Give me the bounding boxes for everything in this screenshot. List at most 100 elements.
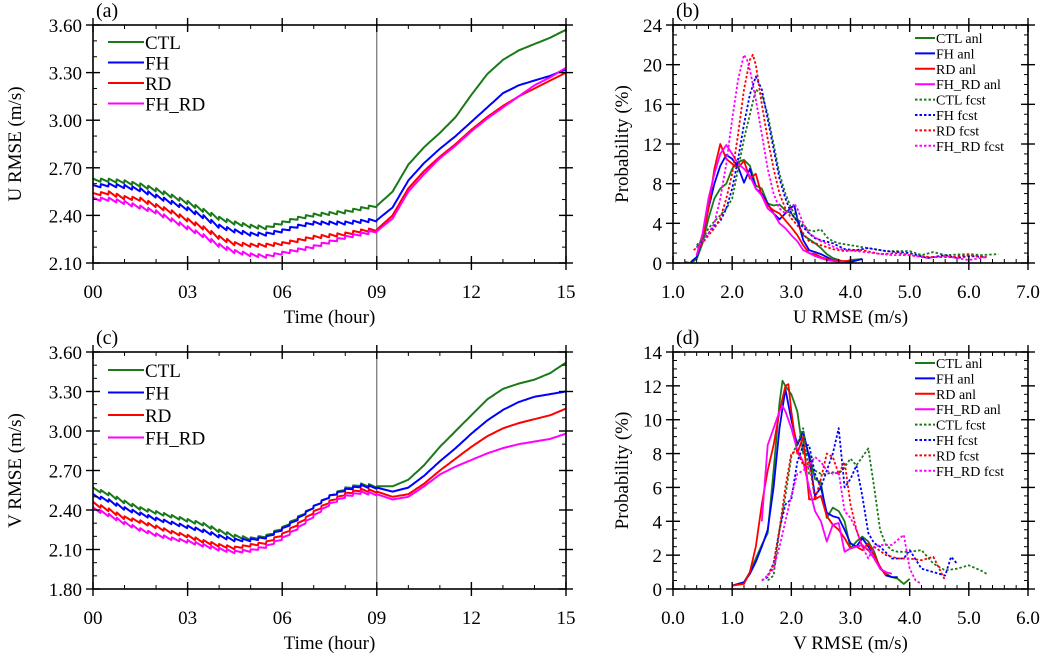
series-group [731, 379, 988, 587]
legend-label: RD [145, 406, 171, 427]
series-line-fh-rd-anl [695, 144, 845, 263]
legend-label: FH_RD anl [936, 403, 1001, 418]
series-line-ctl [93, 361, 566, 541]
x-tick-label: 12 [462, 608, 481, 629]
y-tick-label: 4 [653, 512, 663, 533]
x-tick-label: 6.0 [1016, 608, 1040, 629]
legend-label: FH [145, 383, 170, 404]
y-tick-label: 0 [653, 254, 663, 275]
series-line-rd-anl [695, 143, 851, 262]
x-tick-label: 5.0 [898, 282, 922, 303]
x-tick-label: 7.0 [1016, 282, 1040, 303]
y-tick-label: 8 [653, 175, 663, 196]
panel-d-v-rmse-probability: 0.0 1.0 2.0 3.0 4.0 5.0 6.0 0 2 4 6 8 10 12 14 V RMSE (… [612, 327, 1040, 654]
legend-label: FH_RD anl [936, 78, 1001, 93]
series-line-ctl-anl [684, 158, 863, 263]
series-group [93, 28, 566, 259]
legend-label: CTL anl [936, 357, 983, 372]
series-line-fh [93, 390, 566, 543]
x-tick-label: 15 [557, 282, 576, 303]
x-axis-label: Time (hour) [284, 633, 376, 654]
legend-label: FH [145, 53, 170, 74]
y-tick-label: 2.10 [49, 541, 82, 562]
x-tick-label: 1.0 [720, 608, 744, 629]
legend-label: RD anl [936, 388, 976, 403]
x-tick-label: 09 [367, 282, 386, 303]
y-tick-label: 2.40 [49, 206, 82, 227]
plot-frame [92, 24, 567, 264]
x-tick-label: 6.0 [957, 282, 981, 303]
legend-label: FH fcst [936, 434, 978, 449]
y-tick-label: 12 [643, 135, 662, 156]
x-tick-label: 15 [557, 608, 576, 629]
series-line-fh-rd-anl [760, 405, 893, 575]
legend-label: CTL [145, 33, 181, 54]
y-tick-label: 10 [643, 411, 662, 432]
x-axis-label: V RMSE (m/s) [793, 633, 908, 654]
series-line-ctl-fcst [696, 88, 999, 257]
x-tick-label: 0.0 [661, 608, 685, 629]
y-tick-label: 2 [653, 546, 663, 567]
y-axis-label: U RMSE (m/s) [5, 86, 26, 201]
legend-label: FH_RD fcst [936, 140, 1004, 155]
x-tick-label: 3.0 [779, 282, 803, 303]
series-line-rd [93, 407, 566, 551]
x-tick-label: 03 [178, 282, 197, 303]
y-tick-label: 4 [653, 214, 663, 235]
x-tick-label: 09 [367, 608, 386, 629]
panel-a-u-rmse-timeseries: 00 03 06 09 12 15 2.10 2.40 2.70 3.00 3.30 3.60 Time… [5, 0, 576, 328]
legend-label: CTL fcst [936, 419, 986, 434]
y-tick-label: 3.30 [49, 64, 82, 85]
y-tick-label: 14 [643, 343, 663, 364]
legend-label: FH anl [936, 47, 975, 62]
legend-label: FH anl [936, 372, 975, 387]
x-tick-label: 00 [84, 282, 103, 303]
legend-label: FH fcst [936, 109, 978, 124]
y-tick-label: 3.60 [49, 343, 82, 364]
legend-label: RD [145, 74, 171, 95]
panel-label: (d) [676, 327, 699, 349]
panel-c-v-rmse-timeseries: 00 03 06 09 12 15 1.80 2.10 2.40 2.70 3.00 3.30 3.60… [5, 327, 576, 654]
x-tick-label: 1.0 [661, 282, 685, 303]
x-tick-label: 00 [84, 608, 103, 629]
series-line-rd-fcst [766, 449, 947, 581]
x-tick-label: 03 [178, 608, 197, 629]
legend-label: RD fcst [936, 449, 979, 464]
series-group [93, 361, 566, 555]
series-line-fh-rd [93, 432, 566, 555]
series-line-ctl [93, 28, 566, 231]
panel-b-u-rmse-probability: 1.0 2.0 3.0 4.0 5.0 6.0 7.0 0 4 8 12 16 20 24 U RMSE (… [612, 0, 1040, 328]
y-tick-label: 16 [643, 95, 662, 116]
y-tick-label: 2.70 [49, 159, 82, 180]
series-line-ctl-fcst [767, 427, 988, 582]
y-tick-label: 12 [643, 377, 662, 398]
panel-label: (b) [676, 0, 699, 22]
y-axis-label: Probability (%) [612, 412, 633, 530]
x-tick-label: 12 [462, 282, 481, 303]
legend-label: CTL fcst [936, 94, 986, 109]
legend-label: FH_RD [145, 94, 205, 115]
series-line-fh-fcst [761, 427, 958, 582]
x-tick-label: 4.0 [898, 608, 922, 629]
series-group [684, 53, 999, 263]
x-tick-label: 4.0 [839, 282, 863, 303]
panel-label: (c) [96, 327, 118, 349]
legend-label: RD fcst [936, 124, 979, 139]
series-line-fh-fcst [696, 75, 987, 259]
x-tick-label: 5.0 [957, 608, 981, 629]
x-tick-label: 2.0 [779, 608, 803, 629]
y-tick-label: 1.80 [49, 580, 82, 601]
x-tick-label: 2.0 [720, 282, 744, 303]
x-axis-label: Time (hour) [284, 307, 376, 328]
y-tick-label: 3.60 [49, 16, 82, 37]
panel-label: (a) [96, 0, 118, 22]
x-tick-label: 3.0 [839, 608, 863, 629]
legend-label: FH_RD [145, 428, 205, 449]
x-axis-label: U RMSE (m/s) [793, 307, 908, 328]
legend-label: CTL anl [936, 32, 983, 47]
y-axis-label: V RMSE (m/s) [5, 413, 26, 528]
y-tick-label: 20 [643, 56, 662, 77]
